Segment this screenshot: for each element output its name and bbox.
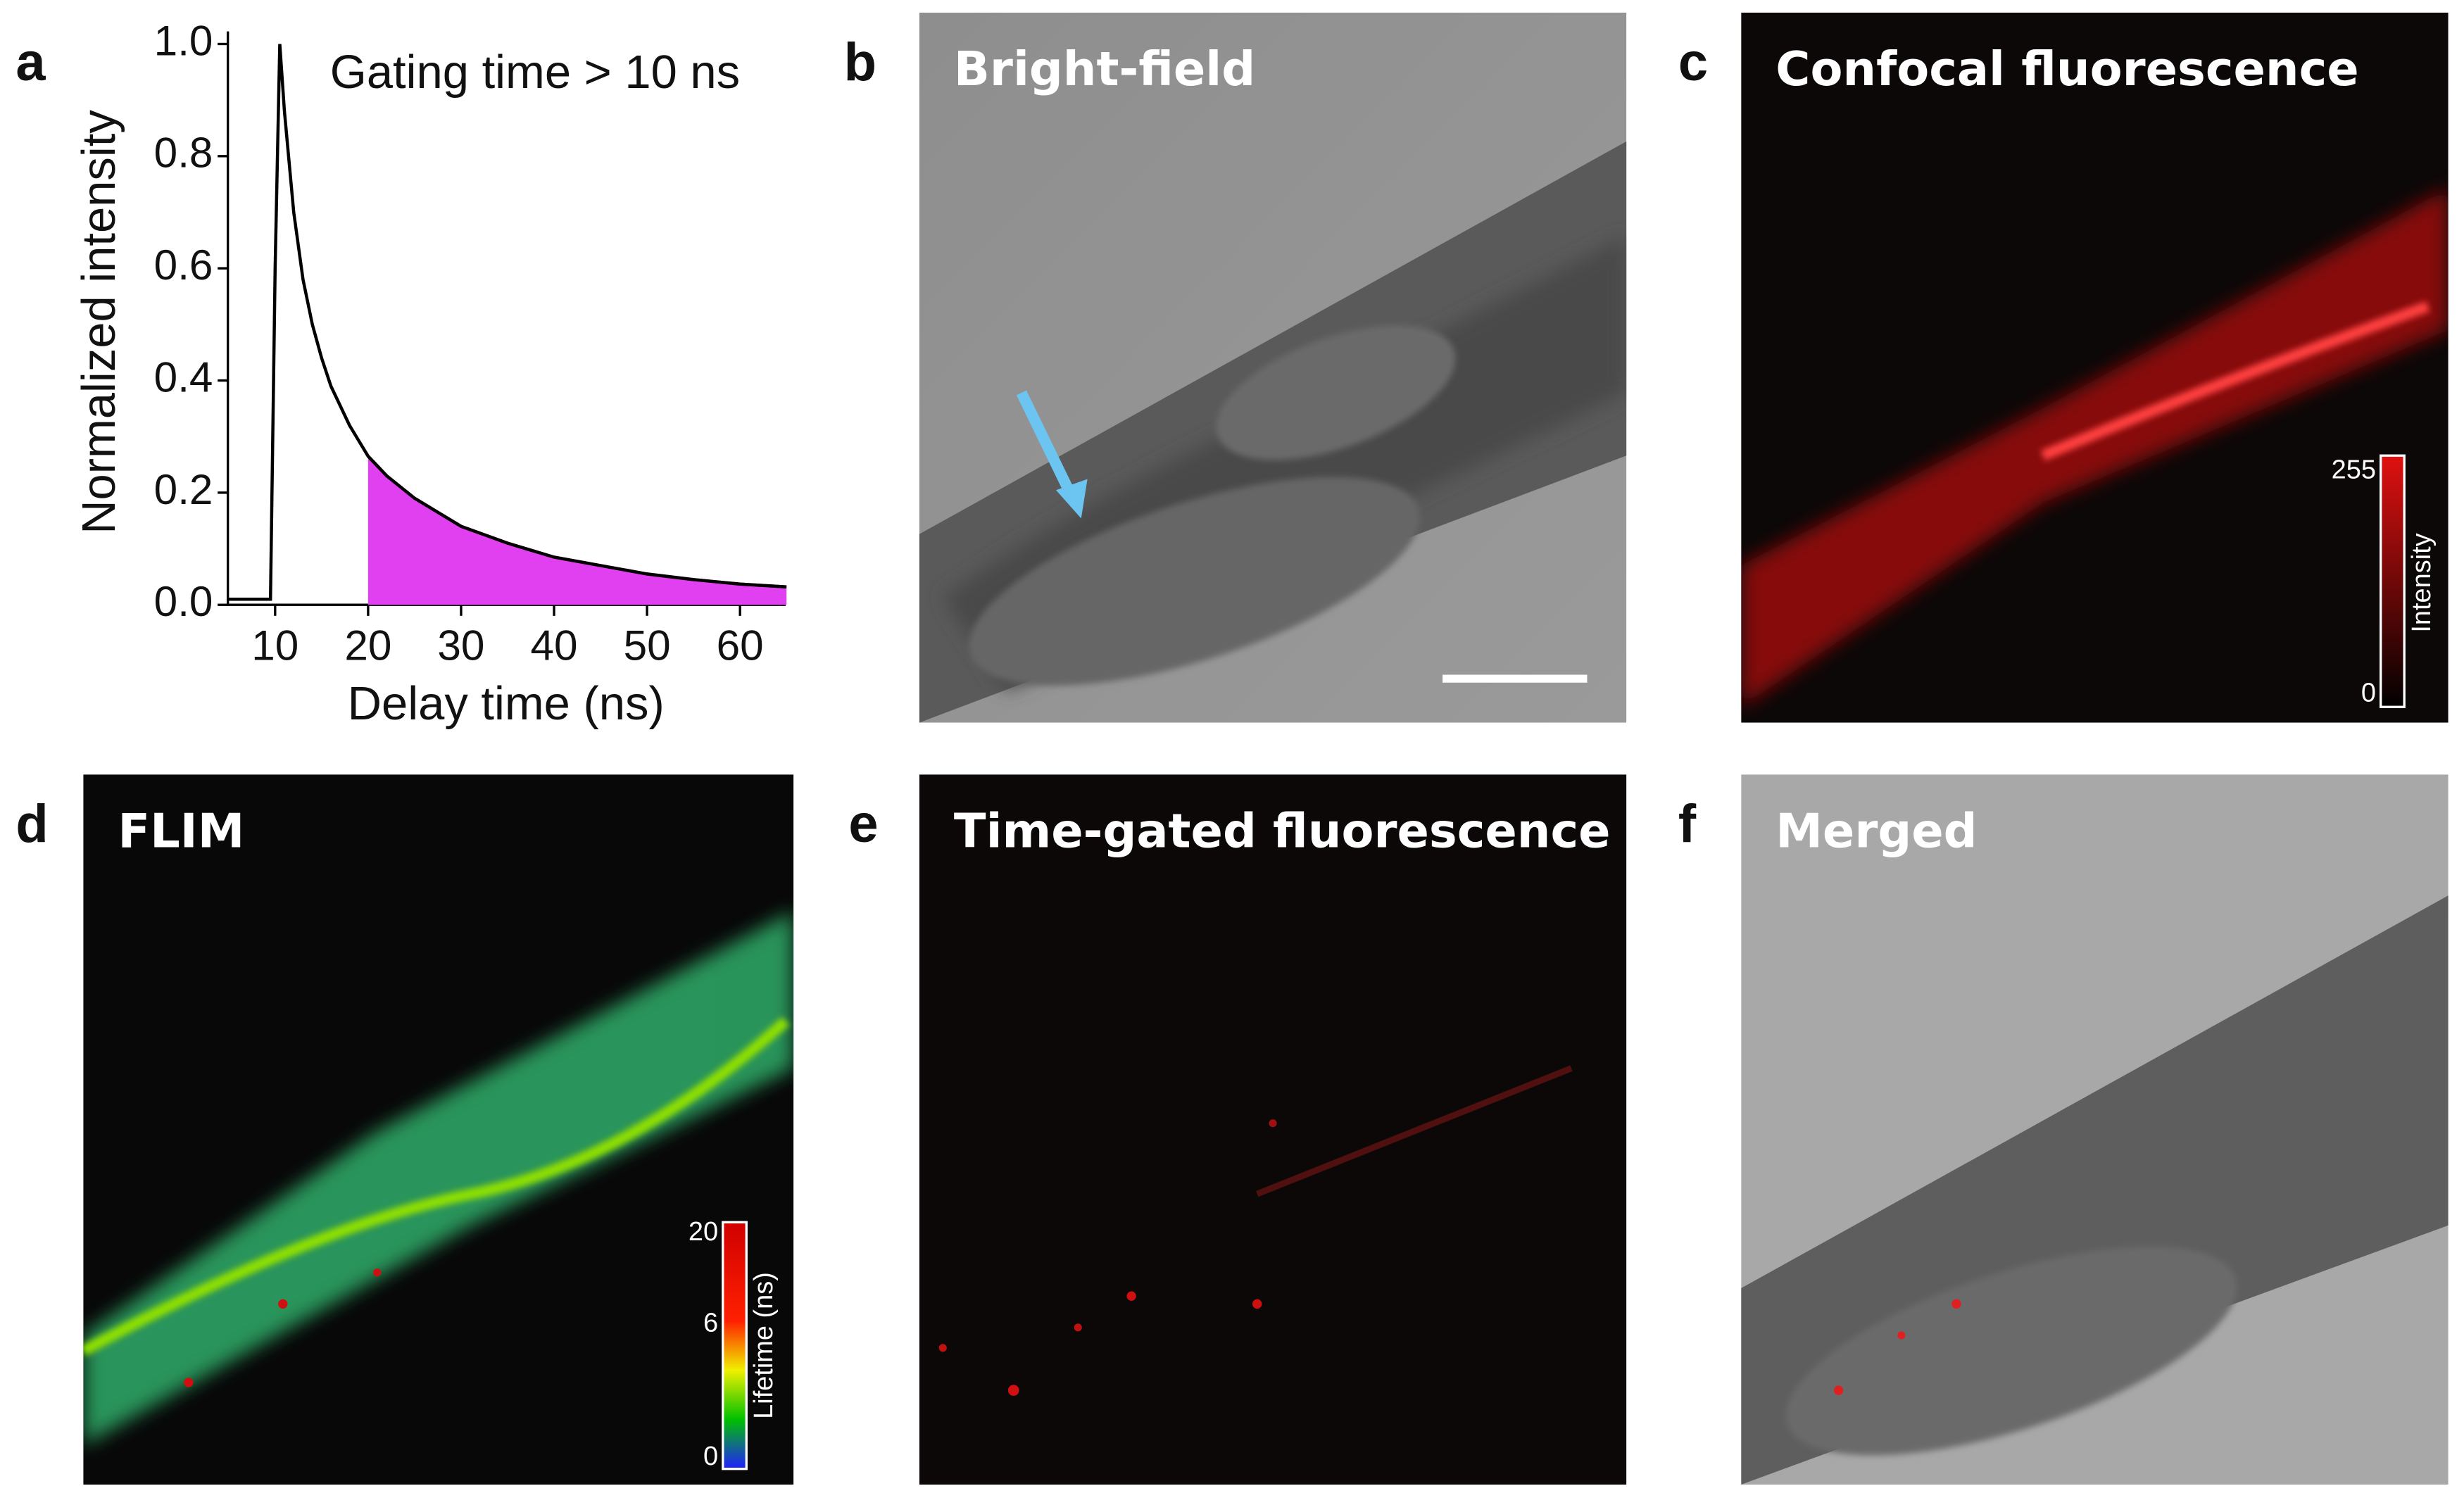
panel-title: Confocal fluorescence [1775, 42, 2358, 96]
panel-label: b [844, 32, 876, 92]
gated-area [367, 456, 787, 605]
panel-label: d [15, 794, 48, 854]
panel-label: c [1678, 32, 1708, 92]
panel-title: Time-gated fluorescence [954, 804, 1611, 859]
x-tick-label: 50 [624, 622, 671, 669]
y-tick-label: 0.6 [154, 241, 213, 289]
colorbar-tick-label: 0 [2361, 678, 2376, 707]
x-tick-label: 10 [251, 622, 298, 669]
x-tick-label: 30 [437, 622, 484, 669]
x-tick-label: 20 [344, 622, 391, 669]
y-tick-label: 0.0 [154, 577, 213, 625]
y-tick-label: 0.4 [154, 353, 213, 401]
confocal-image [1741, 12, 2449, 723]
y-tick-label: 0.2 [154, 465, 213, 513]
x-axis-title: Delay time (ns) [348, 677, 665, 730]
colorbar-tick-label: 255 [2332, 455, 2376, 485]
panel-title: Merged [1775, 804, 1977, 859]
panel-title: FLIM [118, 804, 244, 859]
x-tick-label: 60 [717, 622, 764, 669]
colorbar-tick-label: 0 [703, 1442, 718, 1471]
flim-image [83, 774, 794, 1485]
panel-label: a [15, 32, 46, 92]
panel-title: Bright-field [954, 42, 1255, 96]
panel-label: e [848, 794, 878, 854]
bright-field-image [919, 12, 1627, 723]
annotation: Gating time > 10 ns [330, 46, 740, 99]
x-tick-label: 40 [530, 622, 577, 669]
panel-label: f [1678, 794, 1697, 854]
decay-line [228, 44, 787, 601]
y-axis-title: Normalized intensity [73, 110, 125, 534]
colorbar-title: Lifetime (ns) [749, 1272, 779, 1419]
y-tick-label: 1.0 [154, 16, 213, 64]
colorbar-tick-label: 6 [703, 1308, 718, 1337]
colorbar-title: Intensity [2407, 533, 2437, 632]
chart-a: Gating time > 10 ns Delay time (ns) Norm… [15, 31, 786, 730]
colorbar-tick-label: 20 [689, 1217, 718, 1247]
y-tick-label: 0.8 [154, 129, 213, 177]
merged-image [1741, 774, 2449, 1485]
time-gated-image [919, 774, 1627, 1485]
